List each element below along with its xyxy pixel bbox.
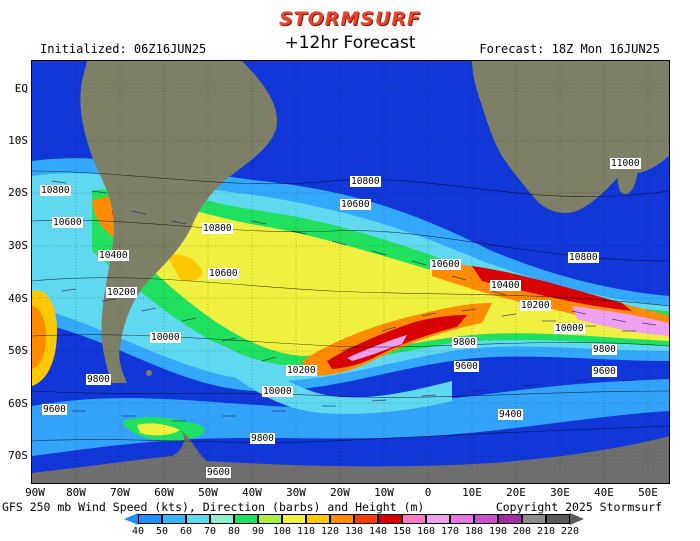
scale-swatch — [210, 514, 234, 524]
scale-swatch — [522, 514, 546, 524]
scale-tick-label: 90 — [251, 526, 265, 537]
lon-label: 20W — [330, 486, 350, 499]
height-label: 10600 — [340, 199, 371, 210]
scale-tick-label: 40 — [131, 526, 145, 537]
height-label: 9400 — [498, 409, 523, 420]
scale-swatch — [426, 514, 450, 524]
height-label: 10600 — [208, 268, 239, 279]
copyright: Copyright 2025 Stormsurf — [495, 500, 662, 514]
scale-swatch — [498, 514, 522, 524]
lat-label: 50S — [8, 344, 28, 357]
scale-swatch — [186, 514, 210, 524]
height-label: 10600 — [52, 217, 83, 228]
scale-tick-label: 60 — [179, 526, 193, 537]
lon-label: 20E — [506, 486, 526, 499]
height-label: 9600 — [206, 467, 231, 478]
scale-swatch — [306, 514, 330, 524]
scale-tick-label: 120 — [320, 526, 340, 537]
scale-swatch — [138, 514, 162, 524]
scale-tick-label: 100 — [272, 526, 292, 537]
height-label: 10200 — [286, 365, 317, 376]
lon-label: 50W — [198, 486, 218, 499]
forecast-valid-time: Forecast: 18Z Mon 16JUN25 — [479, 42, 660, 56]
height-label: 10000 — [554, 323, 585, 334]
height-label: 10000 — [262, 386, 293, 397]
height-label: 10200 — [106, 287, 137, 298]
lon-label: 80W — [66, 486, 86, 499]
height-label: 10400 — [98, 250, 129, 261]
scale-swatch — [234, 514, 258, 524]
map-graphic — [32, 61, 669, 483]
scale-swatch — [354, 514, 378, 524]
scale-swatch — [258, 514, 282, 524]
lon-label: 10E — [462, 486, 482, 499]
scale-tick-label: 170 — [440, 526, 460, 537]
lat-label: 70S — [8, 449, 28, 462]
scale-tick-label: 70 — [203, 526, 217, 537]
height-label: 10200 — [520, 300, 551, 311]
lon-label: 30W — [286, 486, 306, 499]
lat-label: 40S — [8, 292, 28, 305]
product-description: GFS 250 mb Wind Speed (kts), Direction (… — [2, 500, 425, 514]
lat-label: 30S — [8, 239, 28, 252]
lat-label: 60S — [8, 397, 28, 410]
scale-tick-label: 210 — [536, 526, 556, 537]
height-label: 10600 — [430, 259, 461, 270]
lon-label: 50E — [638, 486, 658, 499]
lon-label: 30E — [550, 486, 570, 499]
height-label: 9800 — [592, 344, 617, 355]
scale-swatch — [378, 514, 402, 524]
lat-label: 10S — [8, 134, 28, 147]
scale-right-arrow — [570, 513, 584, 525]
scale-tick-label: 80 — [227, 526, 241, 537]
height-label: 9600 — [592, 366, 617, 377]
lon-label: 60W — [154, 486, 174, 499]
scale-tick-label: 220 — [560, 526, 580, 537]
scale-tick-label: 140 — [368, 526, 388, 537]
height-label: 10000 — [150, 332, 181, 343]
scale-swatch — [402, 514, 426, 524]
height-label: 9600 — [42, 404, 67, 415]
lat-label: 20S — [8, 186, 28, 199]
scale-swatch — [162, 514, 186, 524]
lat-label: EQ — [14, 82, 28, 95]
land-masses — [32, 61, 669, 483]
height-label: 9800 — [250, 433, 275, 444]
lon-label: 10W — [374, 486, 394, 499]
scale-tick-label: 50 — [155, 526, 169, 537]
height-label: 9800 — [452, 337, 477, 348]
initialized-time: Initialized: 06Z16JUN25 — [40, 42, 207, 56]
scale-tick-label: 150 — [392, 526, 412, 537]
height-label: 10800 — [350, 176, 381, 187]
brand-logo: STORMSURF — [278, 8, 422, 30]
lon-label: 40E — [594, 486, 614, 499]
height-label: 9800 — [86, 374, 111, 385]
lon-label: 90W — [25, 486, 45, 499]
scale-tick-label: 110 — [296, 526, 316, 537]
height-label: 10800 — [202, 223, 233, 234]
lon-label: 40W — [242, 486, 262, 499]
lon-label: 70W — [110, 486, 130, 499]
scale-tick-label: 130 — [344, 526, 364, 537]
height-label: 10800 — [568, 252, 599, 263]
height-label: 9600 — [454, 361, 479, 372]
scale-swatch — [330, 514, 354, 524]
height-contours — [32, 170, 669, 443]
height-label: 10400 — [490, 280, 521, 291]
wind-speed-map: 10800 10600 10400 10200 10000 9800 9600 … — [31, 60, 670, 484]
scale-tick-label: 190 — [488, 526, 508, 537]
scale-swatch — [282, 514, 306, 524]
scale-swatch — [546, 514, 570, 524]
scale-tick-label: 200 — [512, 526, 532, 537]
height-label: 11000 — [610, 158, 641, 169]
scale-tick-label: 160 — [416, 526, 436, 537]
scale-swatch — [474, 514, 498, 524]
scale-left-arrow — [124, 513, 138, 525]
forecast-title: +12hr Forecast — [284, 33, 416, 53]
scale-swatch — [450, 514, 474, 524]
height-label: 10800 — [40, 185, 71, 196]
lon-label: 0 — [424, 486, 432, 499]
wind-speed-color-scale — [124, 513, 590, 525]
scale-tick-label: 180 — [464, 526, 484, 537]
